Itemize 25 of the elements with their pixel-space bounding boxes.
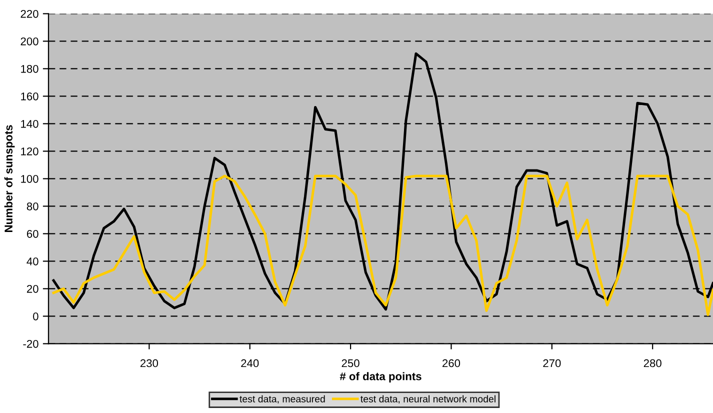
x-tick-label: 260	[442, 359, 460, 368]
line-series	[52, 174, 713, 316]
y-tick-label: 20	[26, 284, 38, 293]
line-series	[52, 52, 713, 311]
x-tick-label: 270	[543, 359, 561, 368]
y-tick-label: 0	[33, 312, 38, 320]
x-tick-label: 240	[241, 359, 259, 368]
y-tick-label: -20	[23, 340, 38, 348]
legend-label: test data, neural network model	[360, 395, 496, 404]
x-tick-label: 230	[140, 359, 158, 368]
x-tick-label: 250	[342, 359, 360, 368]
y-tick-label: 160	[21, 92, 38, 100]
y-tick-label: 140	[21, 120, 38, 128]
x-axis-title: # of data points	[340, 372, 422, 382]
y-tick-label: 200	[20, 37, 38, 46]
y-tick-label: 80	[26, 202, 38, 210]
y-tick-label: 40	[26, 257, 38, 266]
legend-label: test data, measured	[240, 395, 325, 404]
y-tick-label: 100	[21, 174, 38, 183]
x-tick-label: 280	[644, 359, 662, 368]
y-tick-label: 120	[21, 147, 38, 156]
y-axis-title: Number of sunspots	[4, 125, 15, 232]
y-tick-label: 180	[21, 64, 38, 73]
y-tick-label: 60	[26, 230, 38, 238]
y-tick-label: 220	[20, 10, 38, 18]
